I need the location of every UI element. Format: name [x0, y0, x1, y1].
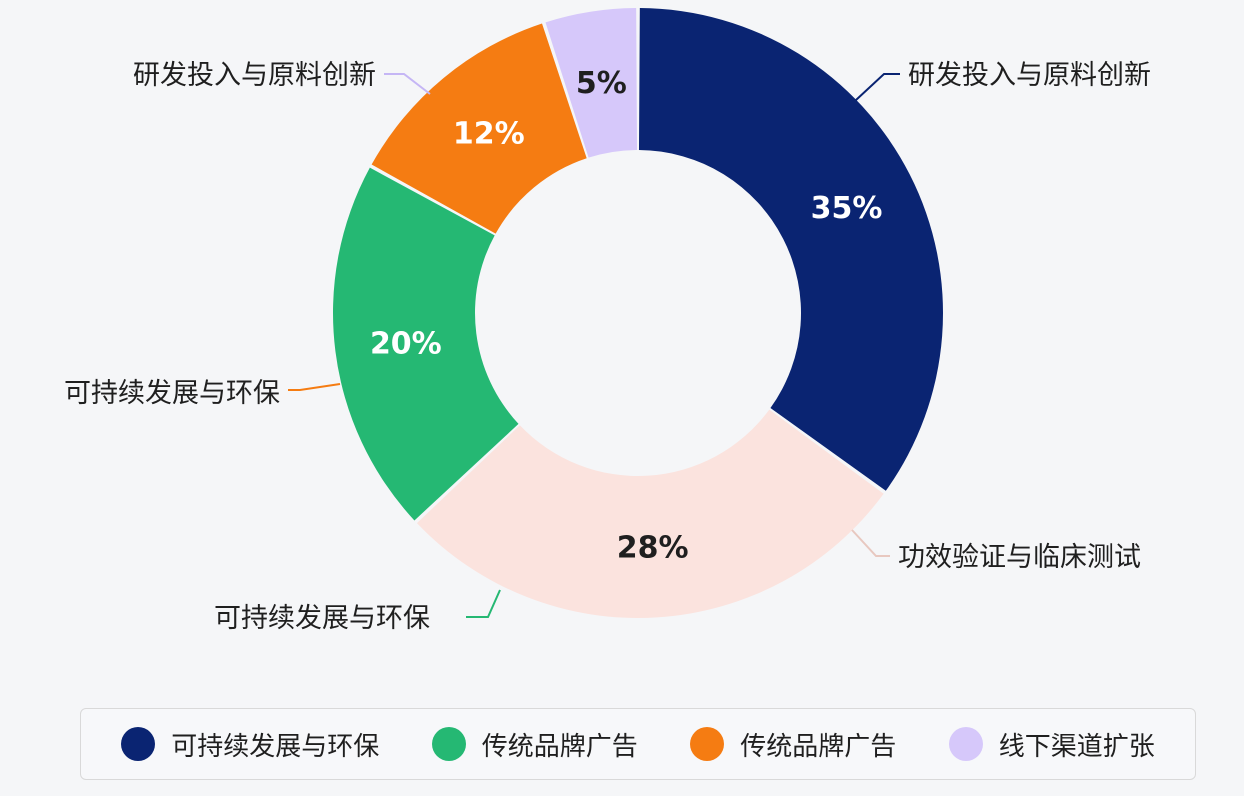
legend: 可持续发展与环保 传统品牌广告 传统品牌广告 线下渠道扩张	[80, 708, 1196, 780]
slice-percent-label: 20%	[370, 326, 442, 361]
leader-line	[855, 73, 900, 101]
leader-line	[288, 383, 341, 391]
slice-percent-label: 5%	[576, 66, 627, 101]
legend-label: 传统品牌广告	[740, 731, 897, 762]
legend-item: 传统品牌广告	[690, 726, 896, 763]
slice-percent-label: 28%	[617, 531, 689, 566]
donut-slice	[371, 23, 587, 234]
legend-label: 传统品牌广告	[481, 731, 638, 762]
slice-group	[333, 8, 944, 618]
legend-item: 传统品牌广告	[431, 726, 638, 763]
percent-label-group: 35% 28% 20% 12% 5%	[370, 66, 882, 566]
slice-callout-label: 可持续发展与环保	[64, 378, 280, 409]
slice-callout-label: 可持续发展与环保	[214, 603, 430, 634]
legend-item: 线下渠道扩张	[948, 726, 1155, 763]
legend-label: 线下渠道扩张	[998, 731, 1155, 762]
callout-label-group: 研发投入与原料创新功效验证与临床测试可持续发展与环保可持续发展与环保研发投入与原…	[64, 60, 1151, 634]
donut-slice	[416, 409, 884, 618]
donut-slice	[545, 8, 638, 158]
slice-percent-label: 35%	[811, 191, 883, 226]
donut-chart: 35%28%20%12%5% 研发投入与原料创新功效验证与临床测试可持续发展与环…	[64, 8, 1151, 634]
legend-swatch	[431, 727, 466, 761]
legend-item: 可持续发展与环保	[121, 726, 379, 763]
legend-label: 可持续发展与环保	[171, 731, 380, 762]
slice-callout-label: 研发投入与原料创新	[133, 60, 376, 91]
legend-swatch	[121, 727, 156, 761]
leader-line	[851, 529, 890, 557]
leader-line	[466, 589, 501, 618]
legend-swatch	[690, 727, 725, 761]
slice-percent-label: 12%	[453, 117, 525, 152]
donut-slice	[638, 8, 944, 491]
slice-callout-label: 功效验证与临床测试	[898, 542, 1141, 573]
leader-line-group	[288, 73, 900, 618]
donut-slice	[333, 167, 519, 521]
leader-line	[384, 73, 431, 95]
legend-swatch	[948, 727, 983, 761]
slice-callout-label: 研发投入与原料创新	[908, 60, 1151, 91]
